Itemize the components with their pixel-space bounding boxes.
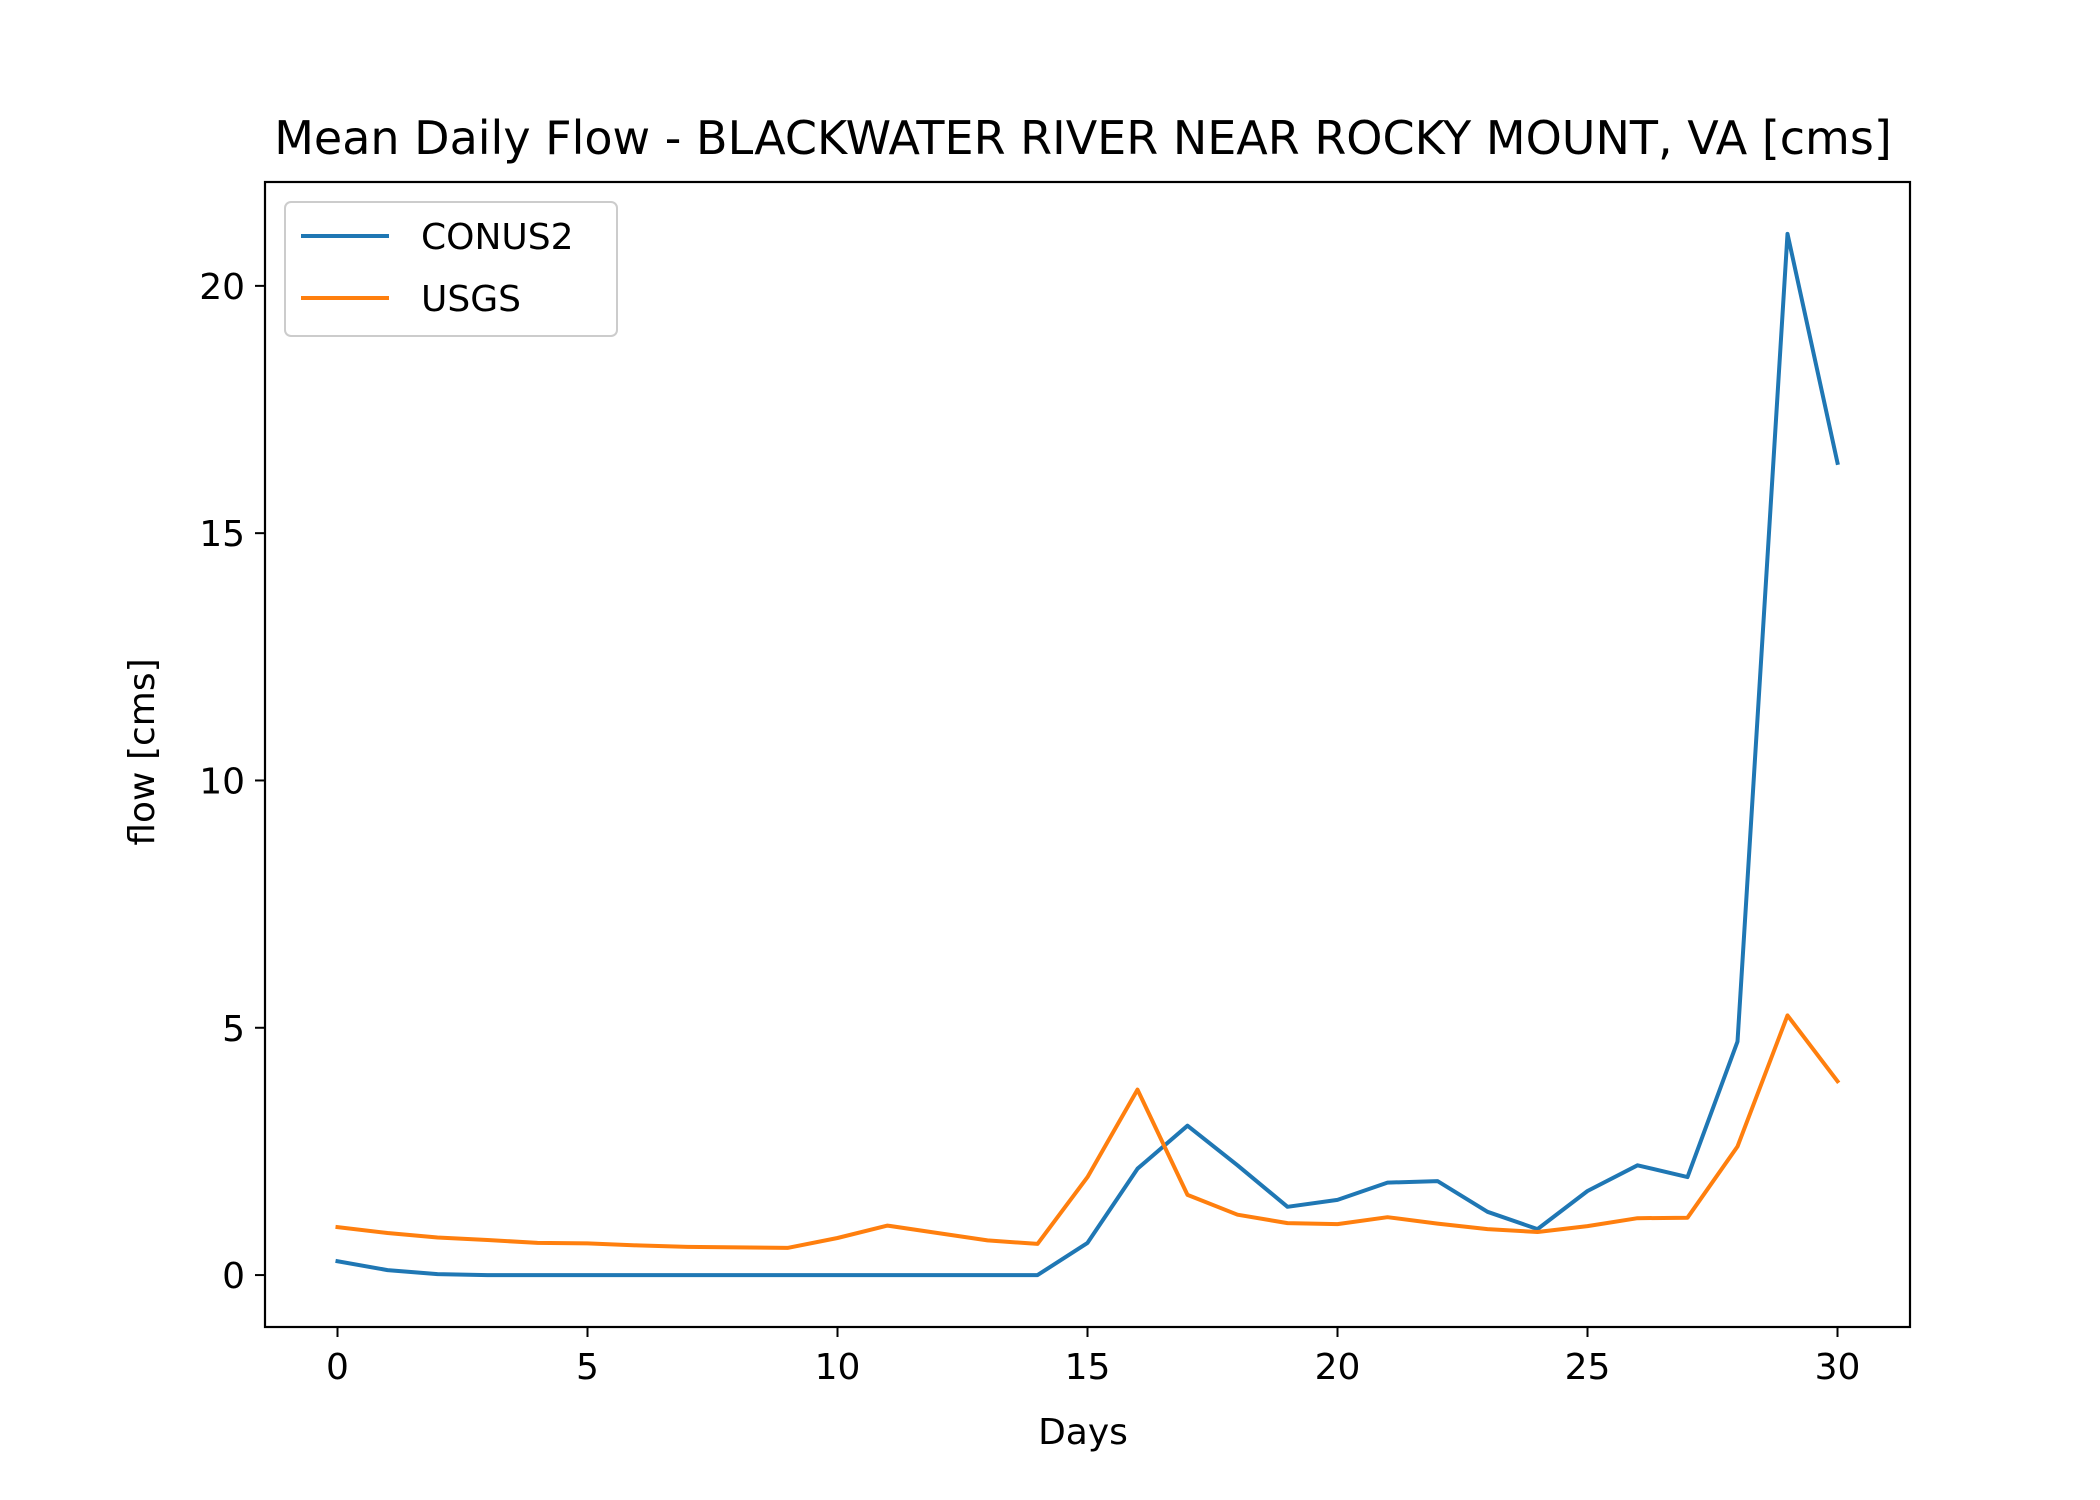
legend-label-usgs: USGS [421,279,521,320]
legend: CONUS2 USGS [284,201,618,337]
y-tick-label: 15 [199,514,245,555]
y-tick-label: 20 [199,267,245,308]
legend-label-conus2: CONUS2 [421,217,574,258]
x-tick-label: 5 [576,1347,599,1388]
y-tick-label: 5 [222,1009,245,1050]
y-tick-label: 10 [199,761,245,802]
x-tick-label: 25 [1565,1347,1611,1388]
x-tick-label: 30 [1815,1347,1861,1388]
series-line-conus2 [335,231,1840,1278]
chart-title: Mean Daily Flow - BLACKWATER RIVER NEAR … [274,111,1892,165]
x-axis-label: Days [1038,1412,1128,1453]
x-tick-label: 20 [1315,1347,1361,1388]
x-tick-label: 0 [326,1347,349,1388]
x-tick-label: 10 [815,1347,861,1388]
y-tick-label: 0 [222,1256,245,1297]
x-tick-label: 15 [1065,1347,1111,1388]
y-axis-label: flow [cms] [122,658,163,845]
series-line-usgs [335,1013,1841,1250]
axis-ticks: 0 5 10 15 20 25 30 0 5 10 15 20 [199,267,1860,1388]
